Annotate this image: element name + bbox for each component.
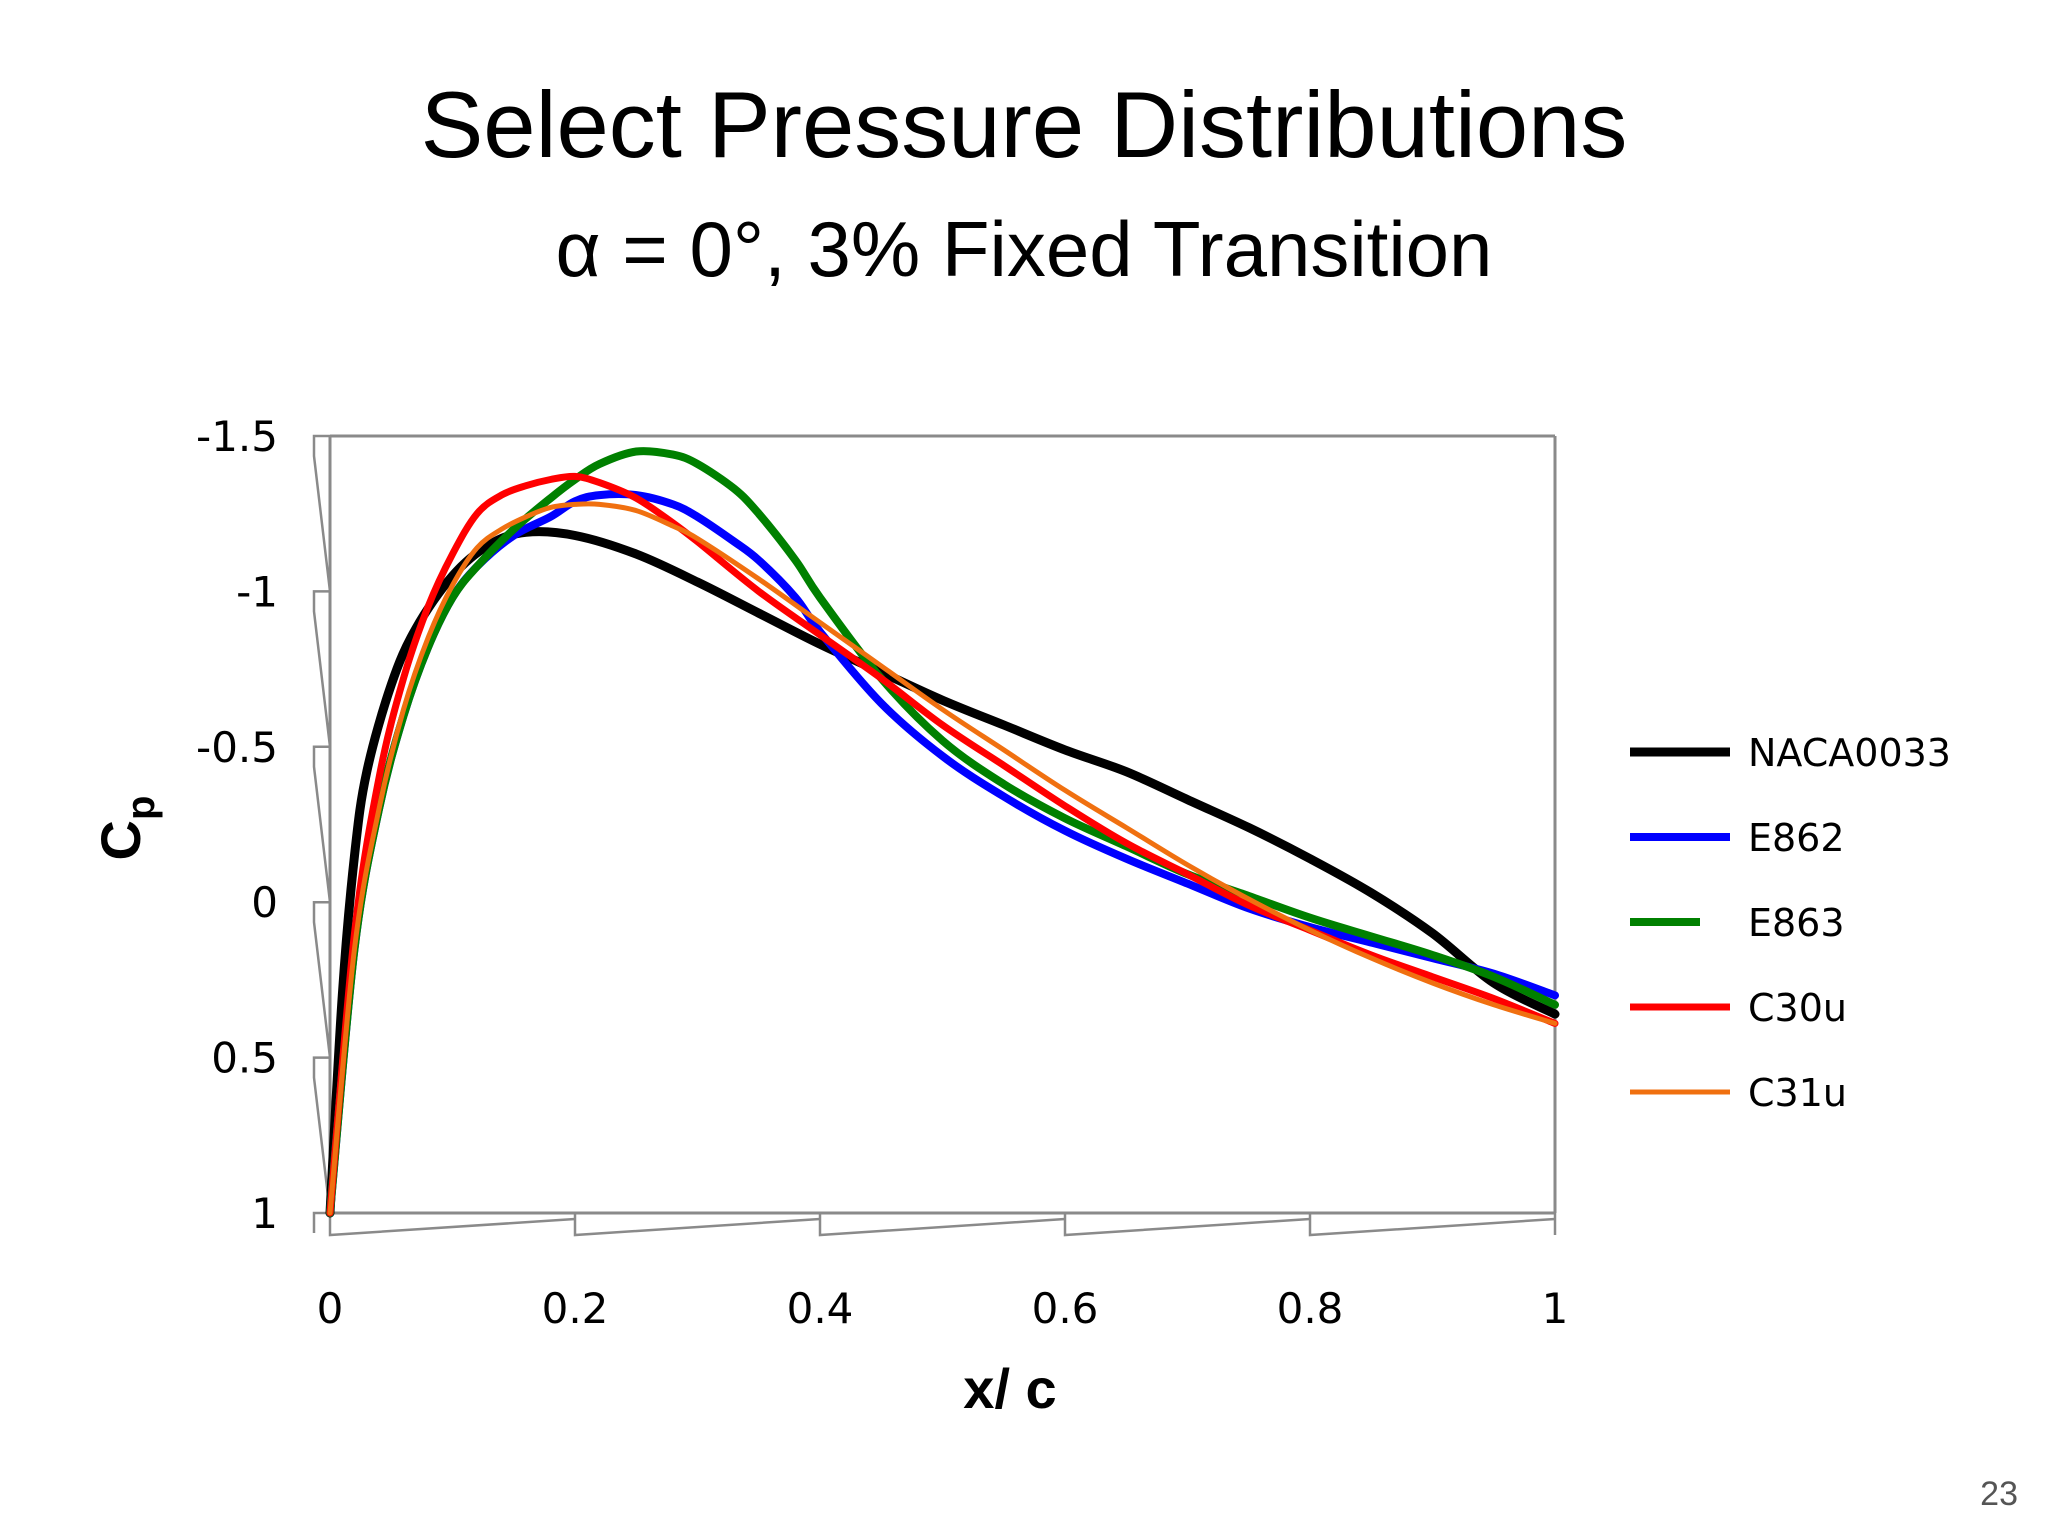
legend-label-e863: E863 xyxy=(1748,901,1845,945)
x-tick-label: 1 xyxy=(1542,1284,1569,1333)
x-tick-mark xyxy=(818,1213,1066,1237)
x-tick-mark xyxy=(1063,1213,1311,1237)
x-tick-label: 0.2 xyxy=(542,1284,609,1333)
y-tick-mark xyxy=(312,590,332,747)
legend-label-c30u: C30u xyxy=(1748,986,1847,1030)
y-tick-label: 1 xyxy=(251,1189,278,1238)
svg-text:Cp: Cp xyxy=(89,796,163,861)
y-axis-title: Cp xyxy=(89,796,163,861)
series-line-e863 xyxy=(326,447,1559,1217)
x-tick-label: 0.8 xyxy=(1277,1284,1344,1333)
y-tick-label: -1.5 xyxy=(196,412,278,461)
x-tick-label: 0.4 xyxy=(787,1284,854,1333)
y-axis-title-main: C xyxy=(89,820,152,860)
y-axis-title-subscript: p xyxy=(119,796,163,820)
y-tick-mark xyxy=(312,1211,330,1233)
y-tick-mark xyxy=(312,434,332,592)
series-line-c31u xyxy=(327,501,1558,1216)
y-tick-label: 0.5 xyxy=(211,1034,278,1083)
legend-label-c31u: C31u xyxy=(1748,1071,1847,1115)
chart-axes xyxy=(328,434,1557,1215)
page-number: 23 xyxy=(1980,1475,2018,1513)
y-tick-label: -0.5 xyxy=(196,723,278,772)
x-tick-mark xyxy=(328,1213,576,1237)
x-tick-label: 0 xyxy=(317,1284,344,1333)
y-tick-label: 0 xyxy=(251,878,278,927)
series-line-c30u xyxy=(326,472,1559,1217)
slide-title: Select Pressure Distributions xyxy=(420,72,1628,177)
chart-series xyxy=(325,447,1560,1218)
legend-label-naca0033: NACA0033 xyxy=(1748,731,1951,775)
legend-label-e862: E862 xyxy=(1748,816,1845,860)
y-tick-mark xyxy=(312,900,332,1058)
x-axis-title: x/ c xyxy=(963,1357,1056,1420)
y-tick-mark xyxy=(312,745,332,903)
chart-legend: NACA0033 E862 E863 C30u C31u xyxy=(1630,731,1951,1115)
x-tick-mark xyxy=(1308,1213,1556,1237)
chart-ticks: -1.5-1-0.500.510 0.2 0.4 0.6 0.8 1 xyxy=(196,412,1568,1333)
x-tick-label: 0.6 xyxy=(1032,1284,1099,1333)
x-tick-mark xyxy=(573,1213,821,1237)
slide-subtitle: α = 0°, 3% Fixed Transition xyxy=(555,205,1493,293)
y-tick-label: -1 xyxy=(236,567,278,616)
series-line-e862 xyxy=(326,490,1559,1217)
series-line-naca0033 xyxy=(325,527,1560,1218)
y-tick-mark xyxy=(312,1056,332,1214)
